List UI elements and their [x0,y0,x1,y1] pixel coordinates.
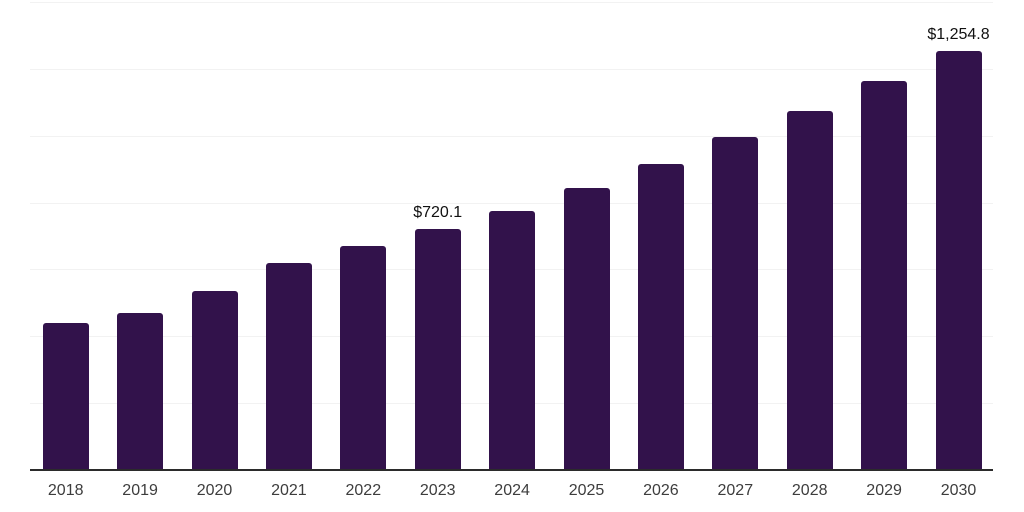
x-tick-label-2021: 2021 [271,482,307,499]
x-tick-label-2020: 2020 [196,482,233,499]
x-tick-label-2023: 2023 [419,482,456,499]
x-tick-label-2022: 2022 [345,482,382,499]
bar-2019 [117,312,164,470]
x-tick-label-2019: 2019 [122,482,158,499]
bar-2021 [265,262,312,470]
bar-2026 [637,164,684,470]
x-tick-label-2028: 2028 [791,482,828,499]
x-tick-label-2018: 2018 [47,482,84,499]
gridline-800 [30,202,993,204]
bar-2025 [563,187,610,470]
value-label-2030: $1,254.8 [927,25,990,43]
gridline-1400 [30,2,993,3]
x-axis-line [30,468,993,471]
x-tick-label-2024: 2024 [494,482,530,499]
x-tick-label-2027: 2027 [717,482,754,499]
x-tick-label-2030: 2030 [940,482,977,499]
x-tick-label-2029: 2029 [866,482,902,499]
bar-2018 [42,322,89,470]
bar-2030 [935,50,982,470]
bar-2028 [786,110,833,470]
bar-2024 [489,210,536,470]
value-label-2023: $720.1 [413,204,463,222]
gridline-1000 [30,135,993,137]
x-tick-label-2026: 2026 [643,482,679,499]
bar-2020 [191,291,238,470]
bar-2022 [340,246,387,470]
bar-2023 [414,229,461,470]
gridline-1200 [30,68,993,70]
x-tick-label-2025: 2025 [568,482,605,499]
bar-2027 [712,137,759,470]
bar-2029 [861,80,908,470]
